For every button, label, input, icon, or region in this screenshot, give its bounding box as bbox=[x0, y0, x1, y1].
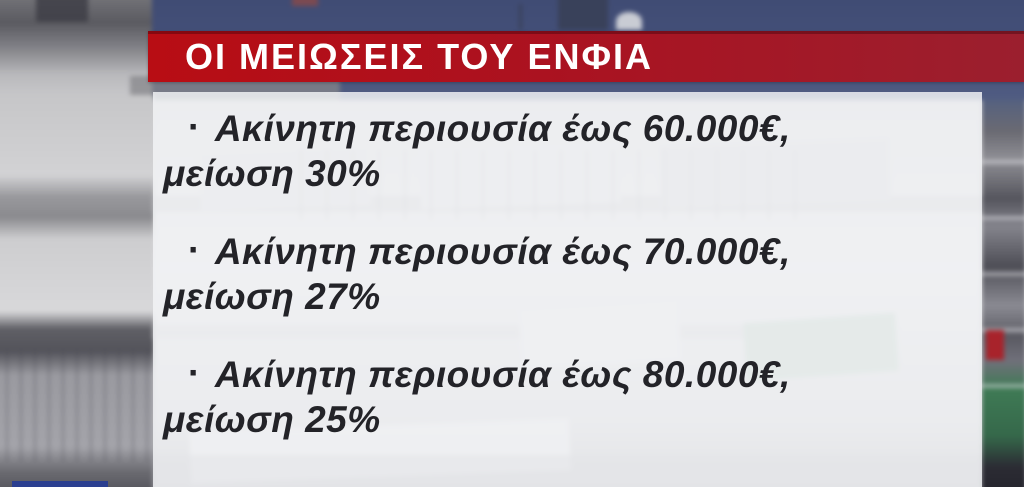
banner-title: ΟΙ ΜΕΙΩΣΕΙΣ ΤΟΥ ΕΝΦΙΑ bbox=[185, 35, 654, 77]
list-item: · Ακίνητη περιουσία έως 60.000€, μείωση 3… bbox=[163, 106, 974, 196]
item-line1-text: Ακίνητη περιουσία έως 60.000€, bbox=[214, 108, 791, 149]
info-panel: · Ακίνητη περιουσία έως 60.000€, μείωση 3… bbox=[153, 92, 982, 487]
item-line2: μείωση 30% bbox=[163, 153, 381, 194]
building-left bbox=[0, 95, 154, 487]
item-line1: · Ακίνητη περιουσία έως 60.000€, bbox=[163, 106, 974, 151]
balcony-railing-left bbox=[0, 350, 154, 462]
channel-logo-bar bbox=[12, 481, 108, 487]
item-line1-text: Ακίνητη περιουσία έως 80.000€, bbox=[214, 354, 791, 395]
antenna bbox=[519, 4, 522, 30]
item-line2: μείωση 25% bbox=[163, 399, 381, 440]
item-line2: μείωση 27% bbox=[163, 276, 381, 317]
title-banner: ΟΙ ΜΕΙΩΣΕΙΣ ΤΟΥ ΕΝΦΙΑ bbox=[148, 31, 1024, 82]
item-line1-text: Ακίνητη περιουσία έως 70.000€, bbox=[214, 231, 791, 272]
balcony-slabs-right bbox=[982, 160, 1024, 440]
list-item: · Ακίνητη περιουσία έως 70.000€, μείωση 2… bbox=[163, 229, 974, 319]
rooftop-equipment bbox=[558, 0, 608, 30]
satellite-dish bbox=[616, 12, 642, 30]
bullet-icon: · bbox=[188, 106, 201, 147]
bullet-icon: · bbox=[188, 229, 201, 270]
bullet-icon: · bbox=[188, 352, 201, 393]
rooftop-shadow bbox=[36, 0, 88, 22]
item-line1: · Ακίνητη περιουσία έως 70.000€, bbox=[163, 229, 974, 274]
tax-reduction-list: · Ακίνητη περιουσία έως 60.000€, μείωση 3… bbox=[153, 92, 982, 442]
list-item: · Ακίνητη περιουσία έως 80.000€, μείωση 2… bbox=[163, 352, 974, 442]
rooftop-red bbox=[292, 0, 318, 6]
red-object bbox=[986, 330, 1004, 360]
item-line1: · Ακίνητη περιουσία έως 80.000€, bbox=[163, 352, 974, 397]
